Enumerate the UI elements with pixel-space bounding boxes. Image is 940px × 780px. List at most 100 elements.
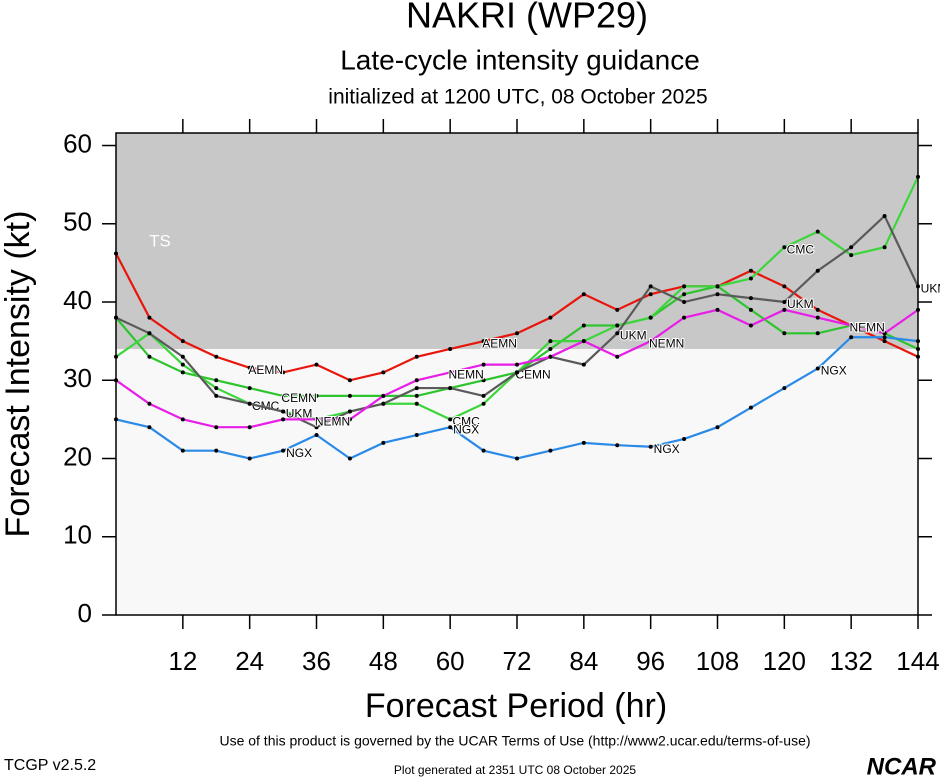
series-label: UKM bbox=[787, 297, 814, 311]
series-label: CEMN bbox=[281, 391, 316, 405]
data-point bbox=[314, 417, 319, 422]
x-tick-label: 84 bbox=[569, 646, 598, 676]
data-point bbox=[548, 354, 553, 359]
data-point bbox=[247, 386, 252, 391]
series-label: NEMN bbox=[448, 368, 483, 382]
data-point bbox=[247, 425, 252, 430]
data-point bbox=[882, 335, 887, 340]
data-point bbox=[882, 213, 887, 218]
x-tick-label: 144 bbox=[896, 646, 939, 676]
data-point bbox=[515, 331, 519, 336]
data-point bbox=[381, 401, 386, 406]
data-point bbox=[381, 393, 386, 398]
data-point bbox=[648, 339, 653, 344]
data-point bbox=[147, 331, 152, 336]
data-point bbox=[682, 292, 687, 297]
data-point bbox=[682, 284, 687, 289]
data-point bbox=[281, 417, 286, 422]
y-tick-label: 50 bbox=[63, 207, 92, 237]
data-point bbox=[214, 386, 219, 391]
data-point bbox=[314, 425, 319, 430]
data-point bbox=[682, 315, 687, 320]
x-tick-label: 36 bbox=[302, 646, 331, 676]
data-point bbox=[748, 323, 753, 328]
data-point bbox=[548, 346, 553, 351]
data-point bbox=[615, 307, 620, 312]
x-tick-label: 24 bbox=[235, 646, 264, 676]
series-label: AEMN bbox=[482, 336, 517, 350]
data-point bbox=[180, 370, 185, 375]
series-label: CMC bbox=[787, 242, 815, 256]
x-tick-label: 48 bbox=[369, 646, 398, 676]
data-point bbox=[347, 456, 352, 461]
data-point bbox=[515, 456, 519, 461]
data-point bbox=[347, 409, 352, 414]
data-point bbox=[214, 354, 219, 359]
data-point bbox=[748, 268, 753, 273]
data-point bbox=[581, 339, 586, 344]
series-label: NGX bbox=[453, 422, 479, 436]
series-label: NEMN bbox=[849, 321, 884, 335]
data-point bbox=[815, 331, 820, 336]
data-point bbox=[381, 370, 386, 375]
ts-band bbox=[116, 133, 918, 349]
data-point bbox=[347, 417, 352, 422]
data-point bbox=[147, 354, 152, 359]
data-point bbox=[849, 323, 854, 328]
data-point bbox=[147, 315, 152, 320]
data-point bbox=[849, 335, 854, 340]
data-point bbox=[815, 315, 820, 320]
data-point bbox=[481, 362, 486, 367]
data-point bbox=[414, 401, 419, 406]
series-label: NEMN bbox=[315, 415, 350, 429]
init-time: initialized at 1200 UTC, 08 October 2025 bbox=[328, 86, 707, 109]
data-point bbox=[782, 300, 787, 305]
data-point bbox=[581, 440, 586, 445]
data-point bbox=[615, 354, 620, 359]
data-point bbox=[782, 307, 787, 312]
data-point bbox=[180, 417, 185, 422]
data-point bbox=[515, 362, 519, 367]
data-point bbox=[247, 401, 252, 406]
data-point bbox=[615, 443, 620, 448]
data-point bbox=[281, 409, 286, 414]
data-point bbox=[849, 245, 854, 250]
x-axis-label: Forecast Period (hr) bbox=[365, 687, 667, 725]
data-point bbox=[147, 425, 152, 430]
data-point bbox=[782, 331, 787, 336]
series-label: UKM bbox=[620, 328, 647, 342]
version: TCGP v2.5.2 bbox=[4, 757, 96, 774]
x-tick-label: 120 bbox=[763, 646, 806, 676]
data-point bbox=[180, 362, 185, 367]
chart-title: NAKRI (WP29) bbox=[406, 0, 648, 36]
data-point bbox=[748, 405, 753, 410]
data-point bbox=[648, 292, 653, 297]
x-tick-label: 12 bbox=[168, 646, 197, 676]
data-point bbox=[782, 386, 787, 391]
data-point bbox=[581, 323, 586, 328]
data-point bbox=[615, 323, 620, 328]
series-label: NGX bbox=[654, 442, 680, 456]
y-tick-label: 20 bbox=[63, 441, 92, 471]
data-point bbox=[682, 300, 687, 305]
x-tick-label: 72 bbox=[503, 646, 532, 676]
data-point bbox=[481, 393, 486, 398]
data-point bbox=[247, 456, 252, 461]
data-point bbox=[347, 393, 352, 398]
data-point bbox=[381, 440, 386, 445]
data-point bbox=[581, 362, 586, 367]
series-label: NEMN bbox=[649, 336, 684, 350]
chart-subtitle: Late-cycle intensity guidance bbox=[340, 44, 700, 75]
data-point bbox=[448, 386, 453, 391]
series-label: UKM bbox=[286, 407, 313, 421]
data-point bbox=[414, 354, 419, 359]
data-point bbox=[214, 378, 219, 383]
data-point bbox=[347, 378, 352, 383]
data-point bbox=[414, 433, 419, 438]
terms-note: Use of this product is governed by the U… bbox=[219, 733, 810, 749]
data-point bbox=[147, 401, 152, 406]
y-tick-label: 40 bbox=[63, 285, 92, 315]
x-tick-label: 108 bbox=[696, 646, 739, 676]
data-point bbox=[748, 276, 753, 281]
